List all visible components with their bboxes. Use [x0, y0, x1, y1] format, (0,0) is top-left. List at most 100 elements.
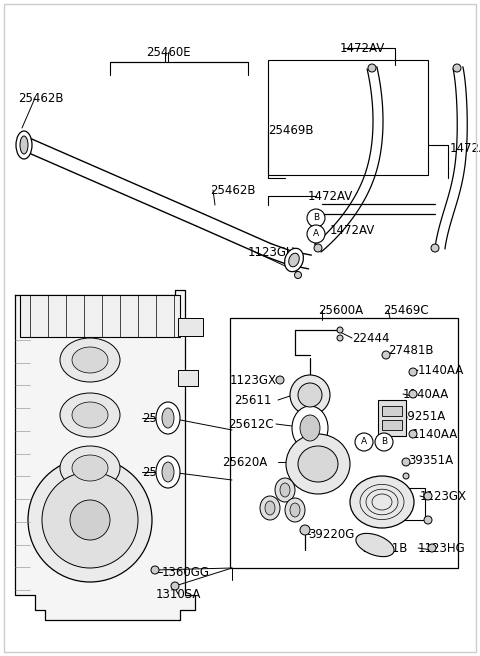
Ellipse shape	[162, 462, 174, 482]
Text: 1360GG: 1360GG	[162, 565, 210, 579]
Circle shape	[314, 244, 322, 252]
Text: 1472AV: 1472AV	[450, 142, 480, 155]
Ellipse shape	[72, 347, 108, 373]
Circle shape	[337, 335, 343, 341]
Ellipse shape	[280, 483, 290, 497]
Text: 25500A: 25500A	[358, 506, 403, 518]
Circle shape	[382, 351, 390, 359]
Text: 25614: 25614	[142, 411, 180, 424]
Ellipse shape	[298, 383, 322, 407]
Bar	[382, 420, 402, 430]
Text: 25600A: 25600A	[318, 304, 363, 316]
Circle shape	[428, 544, 436, 552]
Circle shape	[368, 64, 376, 72]
Bar	[20, 295, 180, 337]
Text: 1123GX: 1123GX	[230, 373, 277, 386]
Text: 1140AA: 1140AA	[403, 388, 449, 401]
Text: 39220G: 39220G	[308, 527, 354, 541]
Bar	[268, 60, 428, 175]
Text: A: A	[313, 230, 319, 239]
Ellipse shape	[292, 406, 328, 450]
Text: 1123GX: 1123GX	[420, 489, 467, 502]
Ellipse shape	[16, 131, 32, 159]
Circle shape	[300, 525, 310, 535]
Text: 22444: 22444	[352, 331, 389, 344]
Circle shape	[403, 473, 409, 479]
Text: 1472AV: 1472AV	[340, 41, 385, 54]
Text: 1310SA: 1310SA	[156, 588, 201, 600]
Bar	[230, 318, 458, 568]
Circle shape	[276, 376, 284, 384]
Circle shape	[151, 566, 159, 574]
Polygon shape	[15, 290, 195, 620]
Text: A: A	[361, 438, 367, 447]
Ellipse shape	[28, 458, 152, 582]
Text: 39351A: 39351A	[408, 453, 453, 466]
Ellipse shape	[290, 503, 300, 517]
Ellipse shape	[289, 253, 299, 267]
Text: 25462B: 25462B	[210, 184, 255, 197]
Text: 25631B: 25631B	[362, 541, 408, 554]
Bar	[178, 370, 198, 386]
Circle shape	[355, 433, 373, 451]
Ellipse shape	[298, 446, 338, 482]
Ellipse shape	[285, 249, 303, 272]
Text: 1123HG: 1123HG	[418, 541, 466, 554]
Text: 1140AA: 1140AA	[418, 363, 464, 377]
Ellipse shape	[286, 434, 350, 494]
Text: 39251A: 39251A	[400, 409, 445, 422]
Ellipse shape	[60, 446, 120, 490]
Circle shape	[424, 492, 432, 500]
Circle shape	[295, 272, 301, 279]
Bar	[178, 318, 203, 336]
Ellipse shape	[265, 501, 275, 515]
Text: 25469C: 25469C	[383, 304, 429, 316]
Text: 27481B: 27481B	[388, 344, 433, 356]
Text: B: B	[313, 213, 319, 222]
Circle shape	[171, 582, 179, 590]
Circle shape	[409, 430, 417, 438]
Text: 25460E: 25460E	[146, 45, 190, 58]
Text: 25611: 25611	[234, 394, 271, 407]
Ellipse shape	[162, 408, 174, 428]
Text: 25614: 25614	[142, 466, 180, 478]
Text: 25620A: 25620A	[222, 455, 267, 468]
Ellipse shape	[60, 393, 120, 437]
Ellipse shape	[70, 500, 110, 540]
Ellipse shape	[72, 402, 108, 428]
Text: 1472AV: 1472AV	[330, 224, 375, 237]
Circle shape	[409, 368, 417, 376]
Text: 25612C: 25612C	[228, 417, 274, 430]
Text: 25469B: 25469B	[268, 123, 313, 136]
Text: B: B	[381, 438, 387, 447]
Ellipse shape	[72, 455, 108, 481]
Circle shape	[307, 225, 325, 243]
Ellipse shape	[42, 472, 138, 568]
Ellipse shape	[356, 533, 394, 557]
Circle shape	[409, 390, 417, 398]
Ellipse shape	[260, 496, 280, 520]
Ellipse shape	[350, 476, 414, 528]
Text: 1472AV: 1472AV	[308, 190, 353, 203]
Text: 1123GU: 1123GU	[248, 245, 296, 258]
Ellipse shape	[60, 338, 120, 382]
Bar	[378, 400, 406, 436]
Bar	[360, 488, 425, 520]
Text: 25462B: 25462B	[18, 91, 63, 104]
Text: 1140AA: 1140AA	[412, 428, 458, 440]
Ellipse shape	[300, 415, 320, 441]
Circle shape	[337, 327, 343, 333]
Circle shape	[431, 244, 439, 252]
Ellipse shape	[156, 402, 180, 434]
Circle shape	[424, 516, 432, 524]
Circle shape	[453, 64, 461, 72]
Ellipse shape	[275, 478, 295, 502]
Ellipse shape	[290, 375, 330, 415]
Bar	[382, 406, 402, 416]
Ellipse shape	[20, 136, 28, 154]
Circle shape	[307, 209, 325, 227]
Circle shape	[375, 433, 393, 451]
Circle shape	[402, 458, 410, 466]
Ellipse shape	[285, 498, 305, 522]
Ellipse shape	[156, 456, 180, 488]
